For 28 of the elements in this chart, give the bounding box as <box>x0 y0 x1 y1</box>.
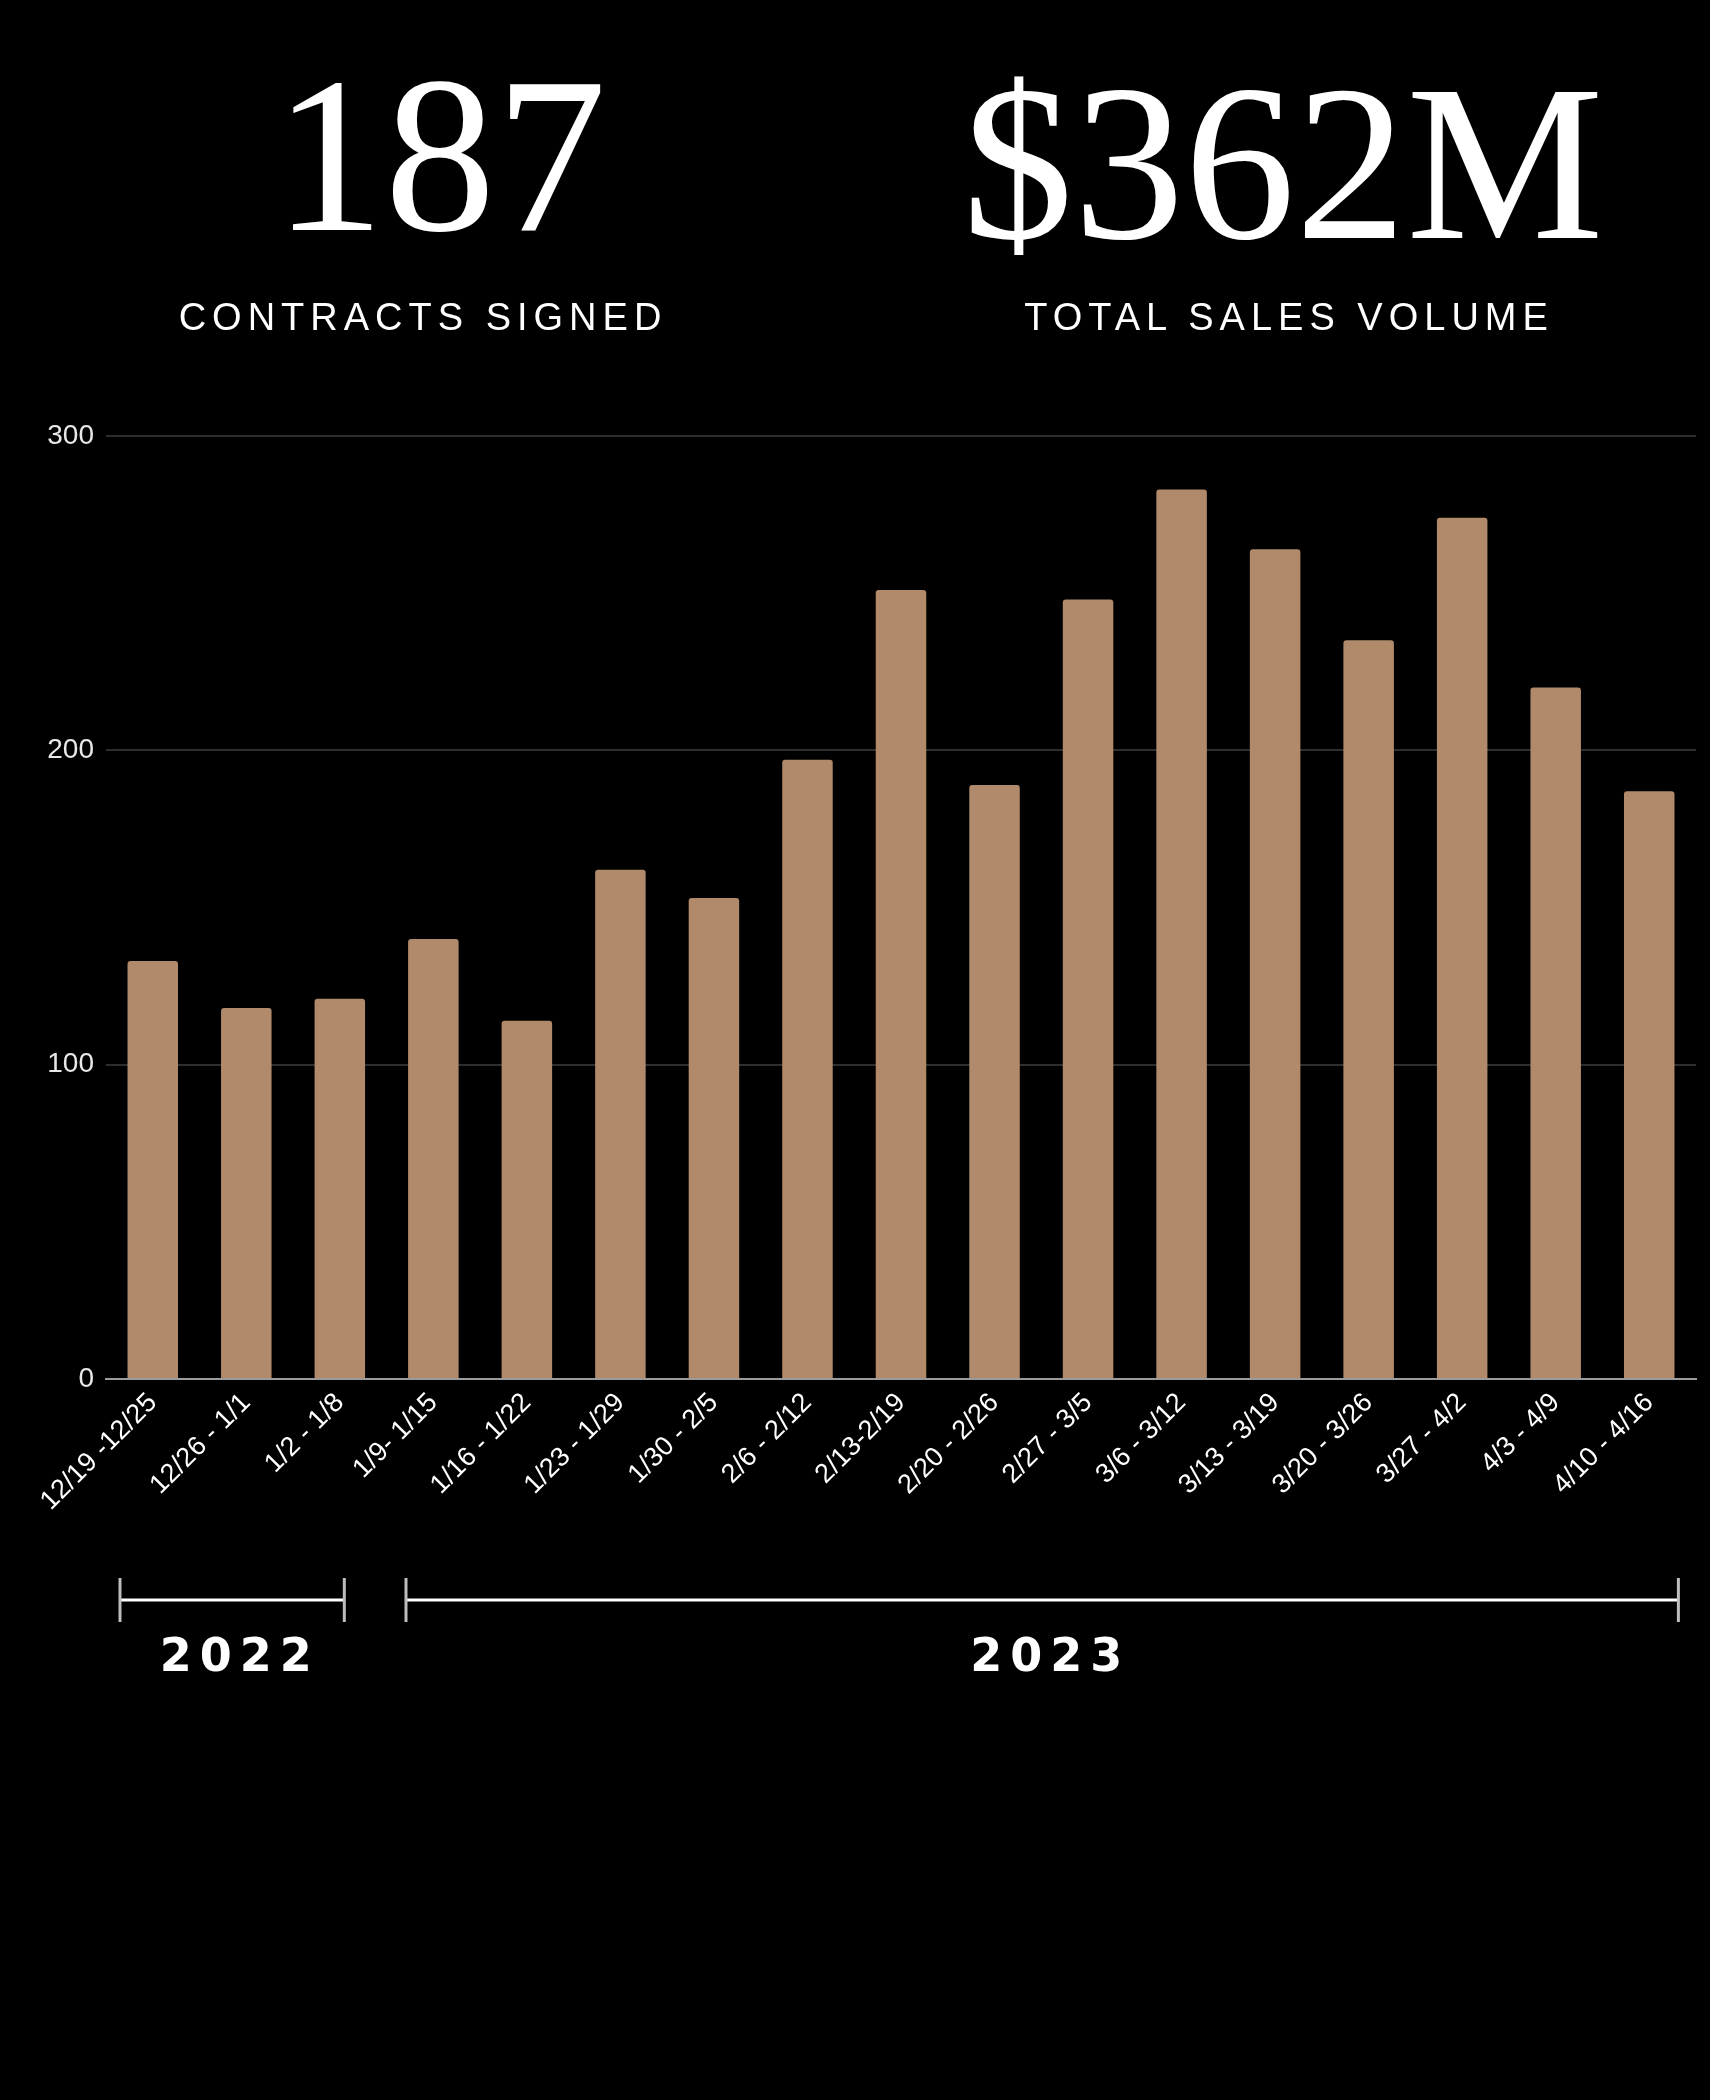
x-tick-label: 1/2 - 1/8 <box>258 1386 350 1479</box>
text: 187 <box>272 32 608 278</box>
text: 2023 <box>969 1628 1132 1682</box>
bar <box>1156 489 1207 1378</box>
text: CONTRACTS SIGNED <box>177 296 669 338</box>
bar <box>221 1008 272 1378</box>
bar <box>314 998 366 1378</box>
y-tick-label: 300 <box>47 418 94 450</box>
bar <box>1436 517 1488 1378</box>
bar <box>1530 687 1581 1378</box>
bar <box>127 960 179 1378</box>
text: 2022 <box>158 1628 321 1682</box>
bar <box>408 938 459 1378</box>
text: TOTAL SALES VOLUME <box>1023 296 1555 338</box>
bar <box>1343 640 1394 1378</box>
bar <box>1062 599 1114 1378</box>
bar <box>501 1020 553 1378</box>
bar <box>782 759 833 1378</box>
y-tick-label: 100 <box>47 1047 94 1079</box>
bar <box>1623 791 1675 1378</box>
bar <box>1249 549 1301 1378</box>
y-tick-label: 200 <box>47 733 94 765</box>
bar <box>688 898 740 1378</box>
bar <box>875 590 927 1378</box>
y-tick-label: 0 <box>78 1361 94 1393</box>
bar <box>969 784 1020 1378</box>
bar <box>595 869 646 1378</box>
text: $362M <box>961 40 1605 286</box>
